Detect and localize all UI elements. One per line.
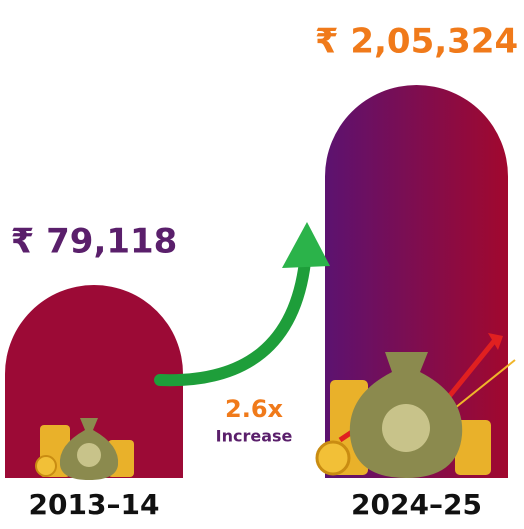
coin <box>317 442 349 474</box>
value-label: ₹ 79,118 <box>11 222 178 262</box>
category-label: 2024–25 <box>351 488 482 521</box>
bag-emblem <box>382 404 430 452</box>
annotation-label: Increase <box>216 427 293 446</box>
bag-emblem <box>77 443 101 467</box>
annotation-multiplier: 2.6x <box>225 395 284 423</box>
growth-arrow-head <box>282 222 330 268</box>
category-label: 2013–14 <box>29 488 160 521</box>
coin <box>36 456 56 476</box>
value-label: ₹ 2,05,324 <box>315 22 518 62</box>
